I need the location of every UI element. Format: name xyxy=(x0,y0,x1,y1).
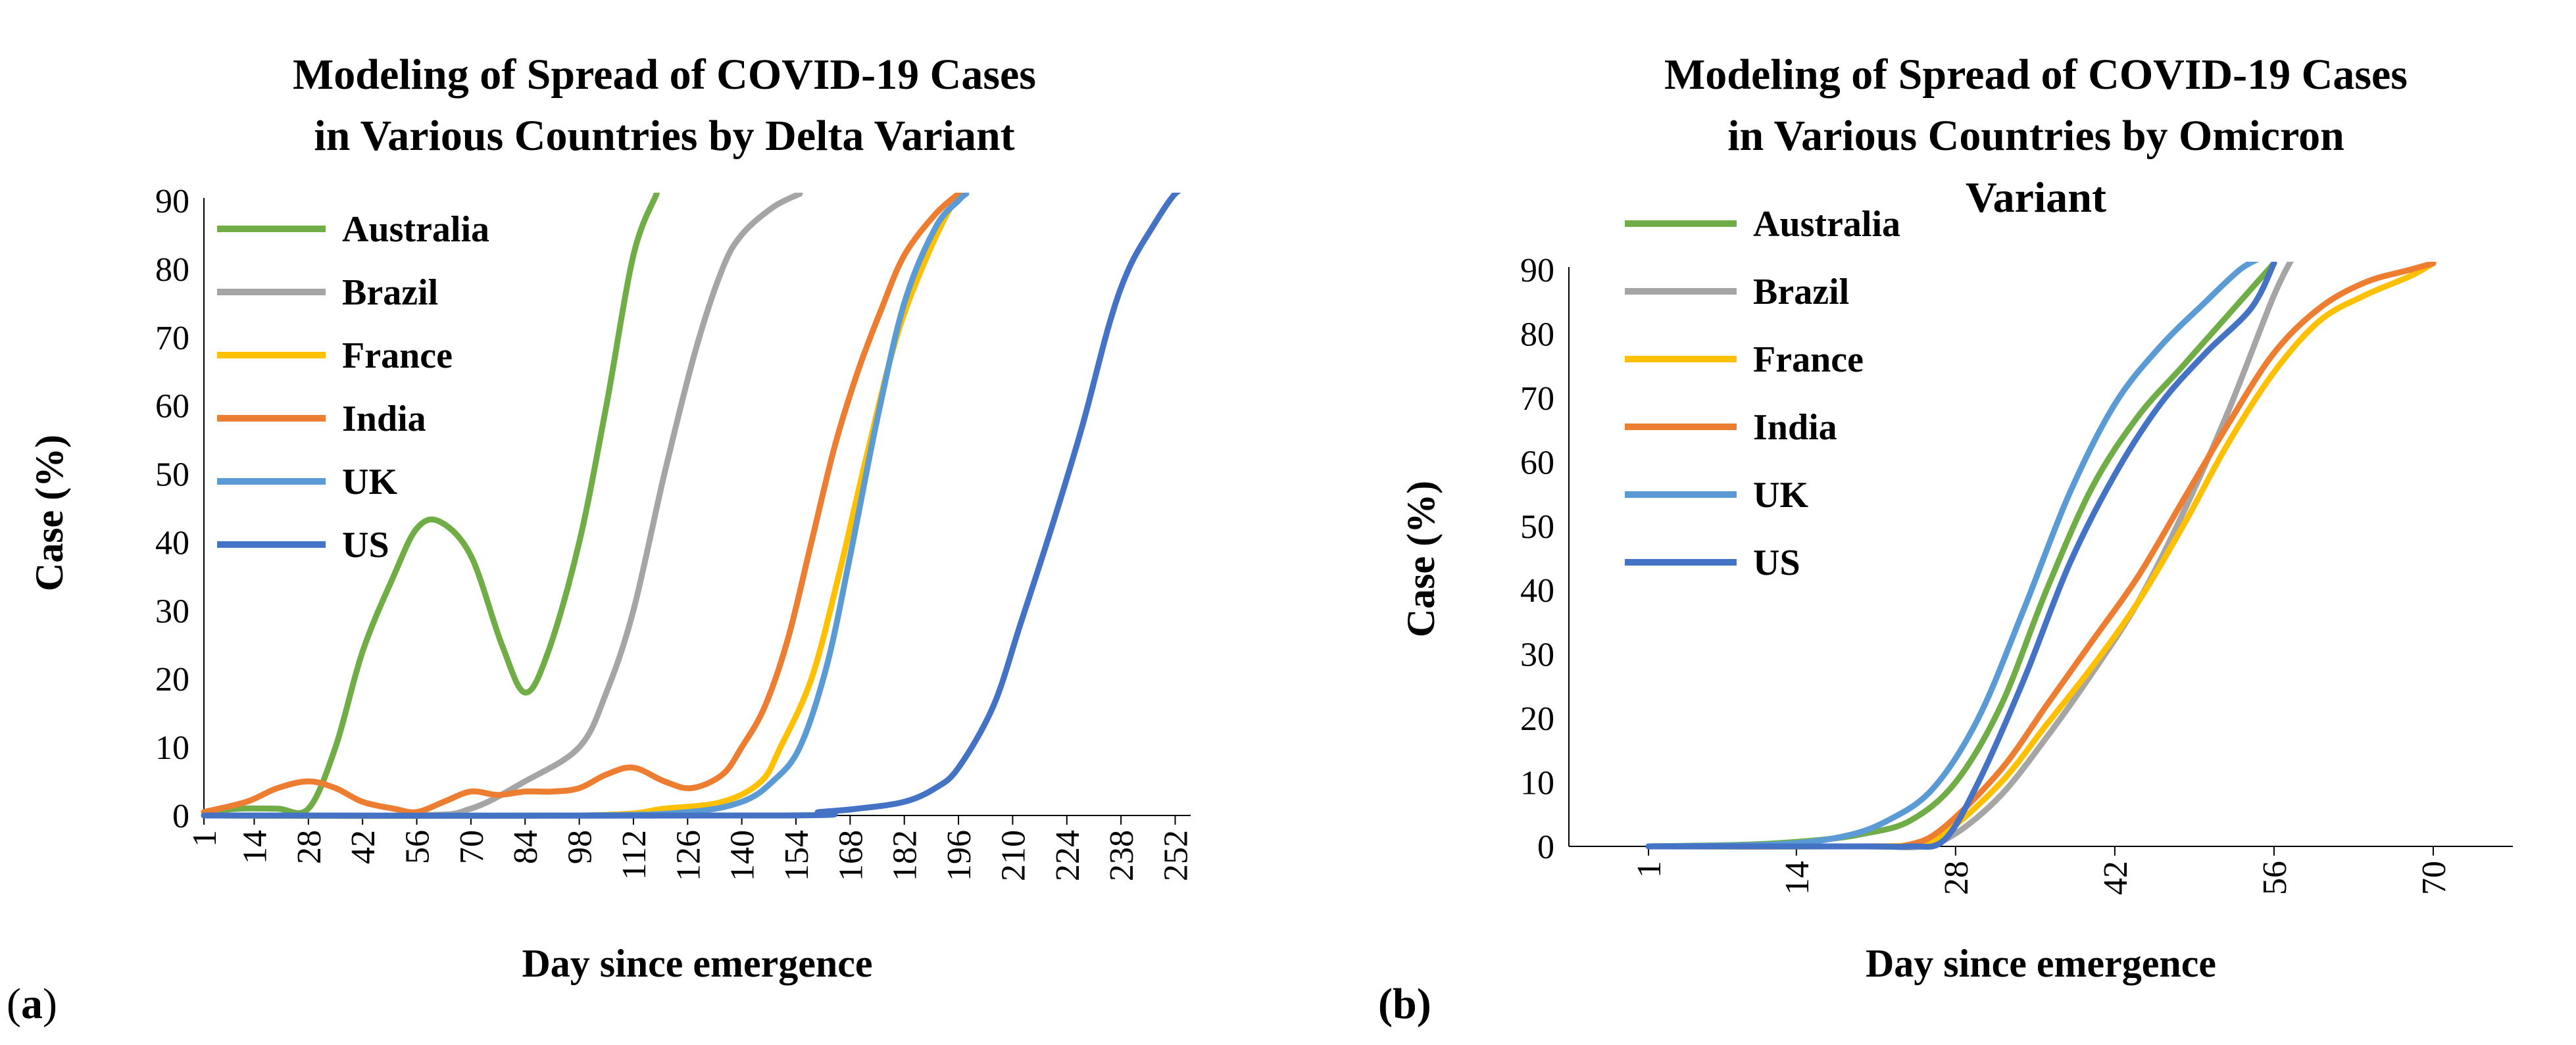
chart-b-xtick-70: 70 xyxy=(2415,861,2453,895)
chart-b-xlabel: Day since emergence xyxy=(1866,942,2216,985)
chart-a-xtick-224: 224 xyxy=(1049,830,1087,881)
chart-b-legend: Australia Brazil France India UK US xyxy=(1625,204,1900,583)
chart-a-xtick-28: 28 xyxy=(291,830,328,864)
chart-a-legend-label-uk: UK xyxy=(342,462,397,502)
chart-b-legend-label-us: US xyxy=(1753,543,1800,583)
chart-a-xtick-84: 84 xyxy=(507,830,545,864)
chart-b-legend-label-australia: Australia xyxy=(1753,204,1900,245)
chart-b-xtick-28: 28 xyxy=(1938,861,1975,895)
chart-a-ytick-60: 60 xyxy=(155,388,189,425)
chart-b-ytick-90: 90 xyxy=(1520,252,1554,289)
chart-a-ylabel: Case (%) xyxy=(28,435,71,591)
chart-a-xtick-168: 168 xyxy=(832,830,870,881)
chart-b-title-line-1: Modeling of Spread of COVID-19 Cases xyxy=(1664,51,2408,99)
chart-a-xtick-238: 238 xyxy=(1103,830,1141,881)
chart-b-ytick-20: 20 xyxy=(1520,700,1554,738)
chart-b-panel-label: (b) xyxy=(1378,980,1431,1028)
chart-a-panel-label-open: ( xyxy=(7,980,21,1028)
chart-a-ytick-80: 80 xyxy=(155,251,189,289)
chart-b-xtick-56: 56 xyxy=(2256,861,2294,895)
chart-b-series-group xyxy=(1645,262,2437,850)
chart-a-ytick-0: 0 xyxy=(172,798,189,835)
chart-b-ytick-80: 80 xyxy=(1520,316,1554,353)
chart-a-legend-label-australia: Australia xyxy=(342,209,489,250)
chart-a-xtick-112: 112 xyxy=(616,830,653,880)
chart-a-legend-label-brazil: Brazil xyxy=(342,272,438,313)
chart-a-xtick-140: 140 xyxy=(724,830,762,881)
chart-a-series-brazil xyxy=(201,193,803,819)
chart-a-xtick-1: 1 xyxy=(186,830,224,847)
chart-b-panel-label-letter: b xyxy=(1393,980,1417,1028)
chart-a-title-line-1: Modeling of Spread of COVID-19 Cases xyxy=(293,51,1036,99)
chart-b-series-uk xyxy=(1645,262,2260,850)
chart-b-xtick-14: 14 xyxy=(1779,861,1816,895)
chart-b-series-australia xyxy=(1645,262,2277,850)
chart-b-legend-label-france: France xyxy=(1753,339,1864,380)
chart-a-legend: Australia Brazil France India UK US xyxy=(217,209,489,566)
chart-b-legend-label-uk: UK xyxy=(1753,475,1808,516)
chart-a-xtick-182: 182 xyxy=(887,830,924,881)
chart-b-ytick-0: 0 xyxy=(1537,829,1554,866)
chart-b-ytick-10: 10 xyxy=(1520,765,1554,802)
chart-a-legend-label-india: India xyxy=(342,399,426,439)
chart-a-xtick-98: 98 xyxy=(562,830,599,864)
chart-b-ylabel: Case (%) xyxy=(1399,481,1443,637)
chart-b-legend-label-india: India xyxy=(1753,407,1837,448)
chart-a-panel-label: (a) xyxy=(7,980,57,1028)
chart-a-ytick-20: 20 xyxy=(155,661,189,698)
chart-b-ytick-50: 50 xyxy=(1520,508,1554,546)
chart-a-xtick-210: 210 xyxy=(995,830,1032,881)
chart-a-series-australia xyxy=(201,193,660,816)
chart-a-title-line-2: in Various Countries by Delta Variant xyxy=(314,112,1014,160)
chart-a-ytick-10: 10 xyxy=(155,729,189,767)
chart-a-xtick-56: 56 xyxy=(399,830,437,864)
chart-a-xtick-252: 252 xyxy=(1157,830,1195,881)
chart-b-ytick-30: 30 xyxy=(1520,637,1554,674)
chart-b: Modeling of Spread of COVID-19 Cases in V… xyxy=(1378,51,2513,1028)
chart-a-xtick-196: 196 xyxy=(941,830,978,881)
chart-a: Modeling of Spread of COVID-19 Cases in V… xyxy=(7,51,1195,1028)
chart-a-panel-label-close: ) xyxy=(43,980,57,1028)
chart-a-ytick-90: 90 xyxy=(155,183,189,220)
chart-a-xtick-42: 42 xyxy=(345,830,382,864)
chart-b-title-line-3: Variant xyxy=(1966,174,2106,222)
chart-a-ytick-40: 40 xyxy=(155,524,189,562)
chart-b-ytick-70: 70 xyxy=(1520,380,1554,418)
chart-a-xtick-14: 14 xyxy=(236,830,274,864)
chart-a-legend-label-us: US xyxy=(342,525,389,566)
chart-a-series-us xyxy=(201,193,1181,819)
chart-b-series-us xyxy=(1645,262,2277,850)
chart-a-xtick-154: 154 xyxy=(778,830,816,881)
chart-a-ytick-30: 30 xyxy=(155,593,189,630)
chart-a-xtick-126: 126 xyxy=(670,830,707,881)
chart-b-panel-label-open: ( xyxy=(1378,980,1393,1028)
chart-b-title-line-2: in Various Countries by Omicron xyxy=(1727,112,2344,160)
chart-a-ytick-70: 70 xyxy=(155,320,189,357)
chart-b-ytick-60: 60 xyxy=(1520,444,1554,481)
chart-a-ytick-50: 50 xyxy=(155,456,189,494)
chart-a-xtick-70: 70 xyxy=(453,830,491,864)
chart-b-xtick-42: 42 xyxy=(2097,861,2135,895)
chart-a-series-india xyxy=(201,193,962,815)
chart-a-series-group xyxy=(201,193,1181,819)
chart-b-xtick-1: 1 xyxy=(1631,861,1668,878)
chart-b-panel-label-close: ) xyxy=(1417,980,1431,1028)
chart-a-panel-label-letter: a xyxy=(21,980,43,1028)
chart-b-ytick-40: 40 xyxy=(1520,572,1554,610)
chart-a-legend-label-france: France xyxy=(342,335,453,376)
chart-a-xlabel: Day since emergence xyxy=(522,942,872,985)
chart-b-legend-label-brazil: Brazil xyxy=(1753,272,1849,312)
